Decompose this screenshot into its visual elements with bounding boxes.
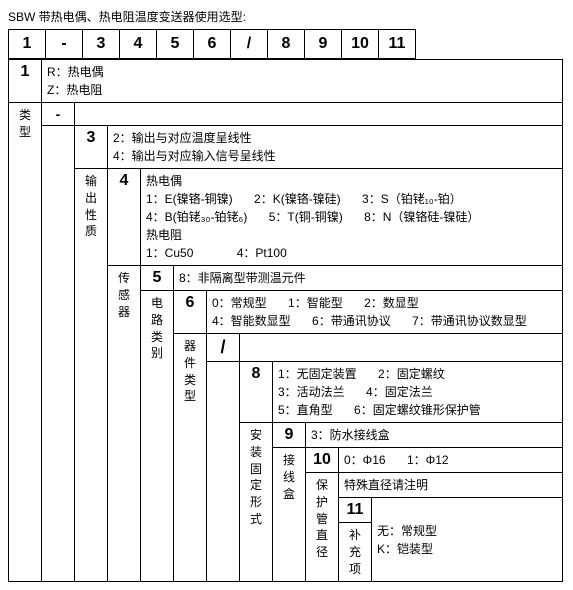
s11-options: 无：常规型 K：铠装型 — [372, 498, 563, 582]
s1-optZ: Z：热电阻 — [47, 81, 557, 99]
doc-title: SBW 带热电偶、热电阻温度变送器使用选型: — [8, 8, 565, 25]
s9-index: 9 — [273, 423, 306, 448]
s10-opts: 0：Φ16 1：Φ12 — [339, 448, 563, 473]
s6-index: 6 — [174, 291, 207, 334]
s4-rtd-title: 热电阻 — [146, 226, 557, 244]
s8-o6: 6：固定螺纹锥形保护管 — [354, 401, 481, 419]
slash-cell: / — [207, 334, 240, 362]
hdr-cell: 1 — [9, 30, 46, 59]
s6-options: 0：常规型 1：智能型 2：数显型 4：智能数显型 6：带通讯协议 7：带通讯协… — [207, 291, 563, 334]
s3-o4: 4：输出与对应输入信号呈线性 — [113, 147, 557, 165]
s1-options: R：热电偶 Z：热电阻 — [42, 60, 563, 103]
hdr-cell: / — [231, 30, 268, 59]
s10-o0: 0：Φ16 — [344, 451, 386, 469]
hdr-cell: 10 — [342, 30, 379, 59]
hdr-cell: 11 — [379, 30, 416, 59]
s8-o3: 3：活动法兰 — [278, 383, 345, 401]
s10-label: 保护管直径 — [306, 473, 339, 582]
s4-tc4: 4：B(铂铑₃₀-铂铑₆) — [146, 208, 247, 226]
hdr-cell: 9 — [305, 30, 342, 59]
s4-label: 传感器 — [108, 266, 141, 582]
s9-o3: 3：防水接线盒 — [311, 426, 557, 444]
s11-index: 11 — [339, 498, 372, 523]
s8-index: 8 — [240, 362, 273, 423]
s4-options: 热电偶 1：E(镍铬-铜镍) 2：K(镍铬-镍硅) 3：S（铂铑₁₀-铂） 4：… — [141, 169, 563, 266]
s11-label: 补充项 — [339, 523, 372, 582]
hdr-cell: 8 — [268, 30, 305, 59]
hdr-cell: 3 — [83, 30, 120, 59]
s1-label: 类型 — [9, 103, 42, 582]
s8-o4: 4：固定法兰 — [366, 383, 433, 401]
s6-o6: 6：带通讯协议 — [312, 312, 391, 330]
s4-index: 4 — [108, 169, 141, 266]
hdr-cell: 4 — [120, 30, 157, 59]
hdr-cell: 6 — [194, 30, 231, 59]
s1-index: 1 — [9, 60, 42, 103]
s6-o4: 4：智能数显型 — [212, 312, 291, 330]
s5-index: 5 — [141, 266, 174, 291]
s8-o5: 5：直角型 — [278, 401, 333, 419]
s4-tc3: 3：S（铂铑₁₀-铂） — [362, 190, 462, 208]
s4-tc8: 8：N（镍铬硅-镍硅） — [364, 208, 479, 226]
selection-table: 1 R：热电偶 Z：热电阻 类型 - 3 2：输出与对应温度呈线性 4：输出与对… — [8, 59, 563, 582]
s4-rtd1: 1：Cu50 — [146, 244, 193, 262]
s5-label: 电路类别 — [141, 291, 174, 582]
s8-o2: 2：固定螺纹 — [378, 365, 445, 383]
s10-o1: 1：Φ12 — [407, 451, 449, 469]
s3-label: 输出性质 — [75, 169, 108, 582]
s4-tc2: 2：K(镍铬-镍硅) — [254, 190, 341, 208]
s5-options: 8：非隔离型带测温元件 — [174, 266, 563, 291]
s8-o1: 1：无固定装置 — [278, 365, 357, 383]
s6-label: 器件类型 — [174, 334, 207, 582]
s9-options: 3：防水接线盒 — [306, 423, 563, 448]
blank2 — [240, 334, 563, 362]
s4-rtd4: 4：Pt100 — [237, 244, 287, 262]
s8-options: 1：无固定装置 2：固定螺纹 3：活动法兰 4：固定法兰 5：直角型 6：固定螺… — [273, 362, 563, 423]
s3-o2: 2：输出与对应温度呈线性 — [113, 129, 557, 147]
s4-tc1: 1：E(镍铬-铜镍) — [146, 190, 233, 208]
blank — [75, 103, 563, 126]
s1-optR: R：热电偶 — [47, 63, 557, 81]
s5-o8: 8：非隔离型带测温元件 — [179, 269, 557, 287]
s9-label: 接线盒 — [273, 448, 306, 582]
hdr-cell: 5 — [157, 30, 194, 59]
s10-note: 特殊直径请注明 — [339, 473, 563, 498]
s8-label: 安装固定形式 — [240, 423, 273, 582]
hdr-cell: - — [46, 30, 83, 59]
s3-index: 3 — [75, 126, 108, 169]
s1-dash: - — [42, 103, 75, 126]
s4-tc-title: 热电偶 — [146, 172, 557, 190]
s10-index: 10 — [306, 448, 339, 473]
s6-o2: 2：数显型 — [364, 294, 419, 312]
selector-header: 1 - 3 4 5 6 / 8 9 10 11 — [8, 29, 416, 59]
s4-tc5: 5：T(铜-铜镍) — [269, 208, 343, 226]
s6-o7: 7：带通讯协议数显型 — [412, 312, 527, 330]
s3-options: 2：输出与对应温度呈线性 4：输出与对应输入信号呈线性 — [108, 126, 563, 169]
s6-o1: 1：智能型 — [288, 294, 343, 312]
s11-oK: K：铠装型 — [377, 540, 557, 558]
s11-oN: 无：常规型 — [377, 522, 557, 540]
s6-o0: 0：常规型 — [212, 294, 267, 312]
